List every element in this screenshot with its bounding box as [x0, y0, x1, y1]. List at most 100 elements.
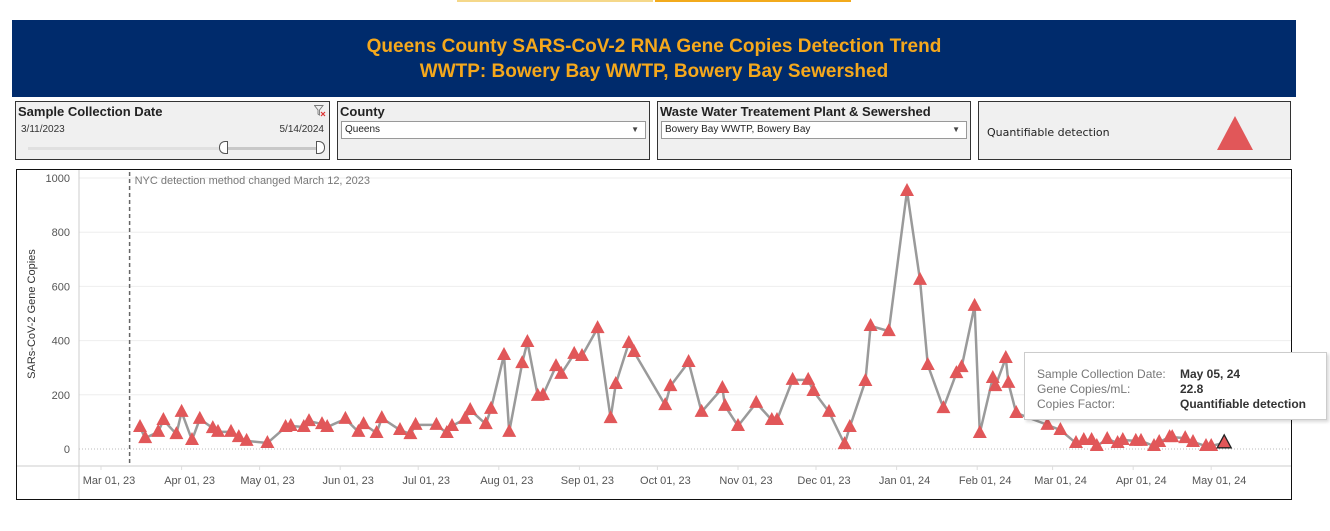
- date-slider-start-handle[interactable]: [219, 141, 228, 154]
- date-filter-title: Sample Collection Date: [18, 104, 163, 119]
- x-tick-label: Jan 01, 24: [879, 475, 930, 487]
- data-point: [842, 419, 857, 433]
- data-point: [374, 410, 389, 424]
- data-point: [1009, 404, 1024, 418]
- y-tick-label: 800: [52, 227, 70, 239]
- data-point: [536, 387, 550, 401]
- data-point: [1089, 438, 1104, 452]
- data-point: [429, 416, 444, 430]
- data-point: [260, 435, 275, 449]
- data-point: [663, 378, 678, 392]
- data-point: [1186, 433, 1200, 447]
- data-point: [998, 349, 1013, 363]
- data-point: [608, 375, 623, 389]
- data-point: [954, 359, 969, 373]
- county-filter-panel: County Queens ▼: [337, 101, 650, 160]
- data-point: [403, 426, 418, 440]
- x-tick-label: Mar 01, 24: [1034, 475, 1087, 487]
- data-point: [520, 333, 535, 347]
- data-point: [549, 358, 563, 372]
- data-point: [1165, 429, 1180, 443]
- tooltip-value: Quantifiable detection: [1180, 397, 1307, 411]
- data-point: [863, 317, 878, 331]
- y-tick-label: 600: [52, 281, 70, 293]
- date-slider-end-handle[interactable]: [316, 141, 325, 154]
- x-tick-label: Feb 01, 24: [959, 475, 1012, 487]
- data-point: [356, 416, 371, 430]
- data-point: [192, 410, 207, 424]
- date-slider-track[interactable]: [28, 147, 320, 150]
- data-point: [806, 383, 821, 397]
- data-point: [681, 354, 696, 368]
- data-point: [338, 410, 353, 424]
- data-point: [575, 348, 589, 362]
- data-point: [985, 369, 1000, 383]
- x-tick-label: Mar 01, 23: [83, 475, 136, 487]
- data-point: [920, 356, 935, 370]
- tooltip-key: Gene Copies/mL:: [1037, 382, 1131, 396]
- data-point: [302, 413, 316, 427]
- tooltip-key: Sample Collection Date:: [1037, 367, 1166, 381]
- tooltip-row-copies: Gene Copies/mL: 22.8: [1037, 382, 1203, 397]
- wwtp-select-value: Bowery Bay WWTP, Bowery Bay: [665, 124, 811, 135]
- data-point: [1040, 416, 1055, 430]
- date-slider-range[interactable]: [224, 147, 320, 150]
- x-tick-label: Nov 01, 23: [719, 475, 772, 487]
- data-point: [169, 426, 184, 440]
- x-tick-label: Aug 01, 23: [480, 475, 533, 487]
- line-chart: 0 200 400 600 800 1000 SARs-CoV-2 Gene Copies M…: [17, 170, 1291, 499]
- data-point: [138, 430, 153, 444]
- data-point: [283, 417, 298, 431]
- data-point: [858, 372, 873, 386]
- data-point: [484, 400, 498, 414]
- header-subtitle: WWTP: Bowery Bay WWTP, Bowery Bay Sewers…: [419, 61, 889, 82]
- header-title: Queens County SARS-CoV-2 RNA Gene Copies…: [366, 36, 942, 57]
- date-start: 3/11/2023: [21, 124, 65, 135]
- tooltip: Sample Collection Date: May 05, 24 Gene C…: [1024, 352, 1327, 420]
- date-filter-panel: Sample Collection Date 3/11/2023 5/14/20…: [15, 101, 330, 160]
- data-point: [351, 423, 366, 437]
- chevron-down-icon: ▼: [952, 125, 960, 134]
- data-point: [988, 378, 1003, 392]
- wwtp-filter-panel: Waste Water Treatement Plant & Sewershed…: [657, 101, 971, 160]
- date-end: 5/14/2024: [279, 124, 325, 135]
- data-point: [694, 403, 709, 417]
- wwtp-select[interactable]: Bowery Bay WWTP, Bowery Bay ▼: [661, 121, 967, 139]
- data-point: [1100, 430, 1115, 444]
- filter-clear-icon[interactable]: [314, 105, 326, 117]
- county-select[interactable]: Queens ▼: [341, 121, 646, 139]
- data-point: [320, 419, 335, 433]
- data-point: [822, 403, 836, 417]
- chart-container: 0 200 400 600 800 1000 SARs-CoV-2 Gene Copies M…: [16, 169, 1292, 500]
- tooltip-key: Copies Factor:: [1037, 397, 1116, 411]
- data-point: [785, 371, 800, 385]
- data-point: [1115, 432, 1130, 446]
- y-axis-label: SARs-CoV-2 Gene Copies: [26, 249, 38, 379]
- data-point: [1178, 430, 1193, 444]
- data-point: [151, 423, 166, 437]
- data-point: [445, 417, 459, 431]
- data-point: [1053, 422, 1068, 436]
- data-point: [837, 436, 852, 450]
- x-tick-label: Jul 01, 23: [402, 475, 450, 487]
- data-point: [627, 343, 641, 357]
- data-point: [900, 183, 914, 197]
- x-tick-label: May 01, 23: [240, 475, 294, 487]
- data-point: [502, 423, 517, 437]
- county-filter-title: County: [340, 104, 385, 119]
- data-point: [156, 412, 171, 426]
- wwtp-filter-title: Waste Water Treatement Plant & Sewershed: [660, 104, 931, 119]
- data-point: [749, 394, 764, 408]
- x-tick-label: May 01, 24: [1192, 475, 1246, 487]
- y-tick-label: 400: [52, 336, 70, 348]
- top-tab-inactive[interactable]: [457, 0, 653, 2]
- data-point: [590, 320, 605, 334]
- data-point: [881, 323, 896, 337]
- data-point: [231, 429, 246, 443]
- x-tick-label: Jun 01, 23: [323, 475, 374, 487]
- x-tick-label: Apr 01, 24: [1116, 475, 1167, 487]
- data-point: [174, 403, 189, 417]
- top-tab-active[interactable]: [655, 0, 851, 2]
- x-tick-label: Apr 01, 23: [164, 475, 215, 487]
- data-point: [731, 417, 745, 431]
